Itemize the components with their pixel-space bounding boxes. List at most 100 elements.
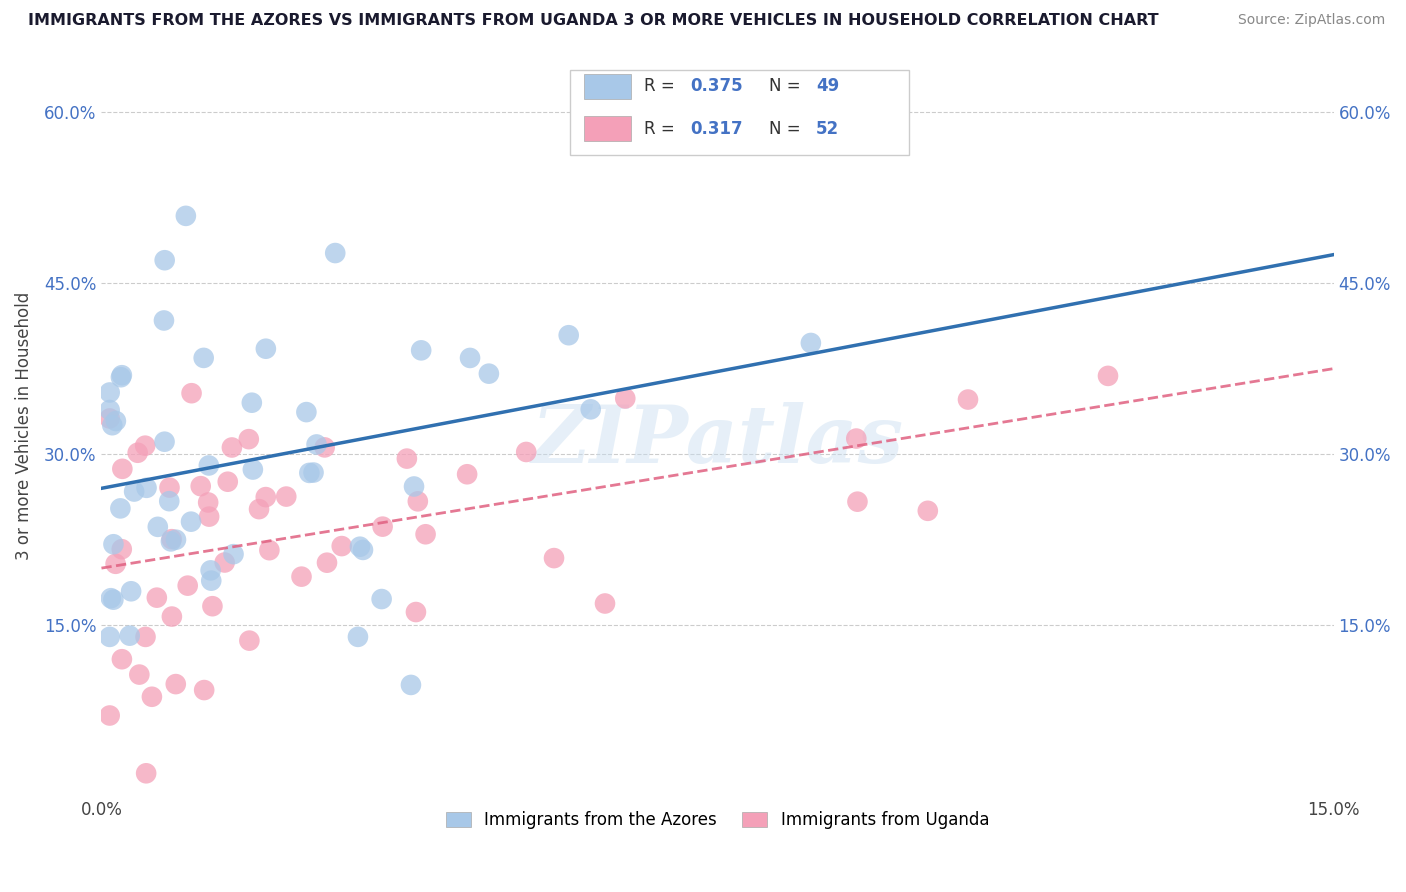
Point: [221, 441, 243, 455]
Point: [254, 342, 277, 356]
Point: [846, 494, 869, 508]
Point: [276, 490, 298, 504]
Point: [98, 403, 121, 417]
Text: ZIPatlas: ZIPatlas: [531, 401, 904, 479]
Point: [330, 539, 353, 553]
Point: [193, 351, 215, 365]
Point: [134, 439, 156, 453]
Point: [214, 556, 236, 570]
Point: [160, 534, 183, 549]
Point: [103, 592, 125, 607]
Point: [153, 434, 176, 449]
Point: [180, 386, 202, 401]
Point: [198, 509, 221, 524]
Point: [104, 557, 127, 571]
Point: [614, 392, 637, 406]
Point: [135, 766, 157, 780]
Point: [180, 515, 202, 529]
Point: [98, 708, 121, 723]
Point: [165, 677, 187, 691]
Point: [352, 543, 374, 558]
Point: [120, 584, 142, 599]
Point: [111, 368, 134, 383]
Point: [347, 630, 370, 644]
Point: [134, 630, 156, 644]
Point: [956, 392, 979, 407]
Bar: [585, 116, 631, 141]
Point: [290, 569, 312, 583]
Point: [305, 437, 328, 451]
Point: [579, 402, 602, 417]
Point: [349, 540, 371, 554]
Point: [222, 547, 245, 561]
Point: [127, 446, 149, 460]
Point: [176, 579, 198, 593]
Point: [543, 551, 565, 566]
Point: [371, 519, 394, 533]
Point: [323, 246, 346, 260]
Point: [160, 609, 183, 624]
Point: [98, 385, 121, 400]
Point: [458, 351, 481, 365]
Point: [314, 441, 336, 455]
Text: IMMIGRANTS FROM THE AZORES VS IMMIGRANTS FROM UGANDA 3 OR MORE VEHICLES IN HOUSE: IMMIGRANTS FROM THE AZORES VS IMMIGRANTS…: [28, 13, 1159, 29]
Point: [157, 494, 180, 508]
Point: [101, 418, 124, 433]
Point: [98, 630, 121, 644]
Point: [159, 481, 181, 495]
Point: [122, 484, 145, 499]
Point: [411, 343, 433, 358]
Point: [160, 532, 183, 546]
Point: [399, 678, 422, 692]
Point: [197, 495, 219, 509]
Point: [111, 652, 134, 666]
Text: N =: N =: [769, 120, 806, 137]
Point: [302, 466, 325, 480]
Point: [917, 504, 939, 518]
Point: [593, 597, 616, 611]
Point: [238, 432, 260, 446]
Point: [295, 405, 318, 419]
Point: [247, 502, 270, 516]
Point: [1097, 368, 1119, 383]
Point: [298, 466, 321, 480]
Bar: [585, 73, 631, 99]
Point: [515, 445, 537, 459]
Point: [478, 367, 501, 381]
Point: [153, 313, 176, 327]
Point: [402, 479, 425, 493]
Point: [165, 533, 187, 547]
Point: [238, 633, 260, 648]
Text: N =: N =: [769, 78, 806, 95]
Point: [146, 520, 169, 534]
Text: 0.375: 0.375: [690, 78, 744, 95]
Point: [98, 411, 121, 425]
Text: 52: 52: [815, 120, 839, 137]
Point: [135, 481, 157, 495]
Text: 0.317: 0.317: [690, 120, 744, 137]
Text: Source: ZipAtlas.com: Source: ZipAtlas.com: [1237, 13, 1385, 28]
Point: [190, 479, 212, 493]
Y-axis label: 3 or more Vehicles in Household: 3 or more Vehicles in Household: [15, 292, 32, 560]
Point: [240, 395, 263, 409]
Point: [193, 683, 215, 698]
Point: [146, 591, 169, 605]
Point: [111, 462, 134, 476]
Point: [254, 490, 277, 504]
Point: [200, 574, 222, 588]
Point: [456, 467, 478, 482]
Point: [128, 667, 150, 681]
Text: 49: 49: [815, 78, 839, 95]
Point: [118, 629, 141, 643]
Point: [217, 475, 239, 489]
Point: [395, 451, 418, 466]
Point: [406, 494, 429, 508]
FancyBboxPatch shape: [569, 70, 908, 155]
Text: R =: R =: [644, 120, 679, 137]
Point: [557, 328, 579, 343]
Point: [200, 563, 222, 577]
Point: [153, 253, 176, 268]
Point: [242, 462, 264, 476]
Text: R =: R =: [644, 78, 679, 95]
Point: [103, 537, 125, 551]
